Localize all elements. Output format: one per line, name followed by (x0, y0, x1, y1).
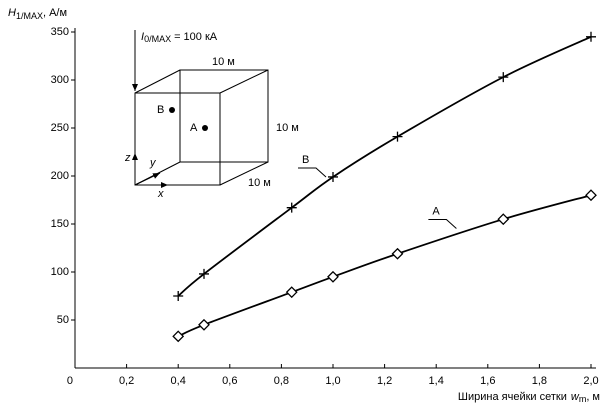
marker (391, 247, 404, 260)
x-tick-label: 1,6 (480, 375, 495, 387)
inset-cube (134, 69, 269, 186)
x-tick-label: 0 (67, 375, 73, 387)
x-tick-label: 0,8 (274, 375, 289, 387)
inset-current: I0/MAX = 100 кА (141, 31, 218, 44)
marker (172, 330, 185, 343)
y-axis-label: H1/MAX, А/м (8, 7, 67, 21)
x-tick-label: 1,2 (377, 375, 392, 387)
marker (497, 213, 510, 226)
inset-point-label: B (157, 104, 164, 116)
inset-dimension: 10 м (212, 56, 235, 68)
x-tick-label: 1,4 (429, 375, 444, 387)
inset-point (202, 125, 208, 131)
y-tick-label: 350 (51, 26, 69, 38)
marker (328, 171, 338, 182)
marker (392, 131, 403, 142)
x-tick-label: 0,6 (222, 375, 237, 387)
series-label: A (432, 205, 440, 217)
x-tick-label: 1,8 (532, 375, 547, 387)
inset-point-label: A (190, 122, 198, 134)
label-leader (428, 218, 457, 229)
marker (585, 189, 597, 202)
axis-arrow (134, 172, 161, 186)
label-leader (298, 167, 327, 178)
x-axis-label: Ширина ячейки сетки wm, м (458, 391, 600, 404)
series-line (177, 194, 592, 338)
y-tick-label: 100 (51, 266, 69, 278)
marker (327, 270, 339, 283)
marker (198, 318, 210, 331)
x-tick-label: 2,0 (583, 375, 598, 387)
series-line (177, 35, 592, 297)
inset-axis-label: z (124, 152, 131, 164)
inset-axis-label: x (157, 188, 164, 200)
y-tick-label: 150 (51, 218, 69, 230)
marker (498, 72, 509, 83)
inset-point (169, 107, 175, 113)
series-label: B (302, 154, 309, 166)
inset-dimension: 10 м (276, 122, 299, 134)
x-tick-label: 1,0 (325, 375, 340, 387)
x-tick-label: 0,4 (171, 375, 186, 387)
y-tick-label: 250 (51, 122, 69, 134)
marker (286, 202, 297, 213)
marker (199, 268, 209, 279)
inset-axis-label: y (149, 157, 157, 169)
y-tick-label: 50 (57, 314, 69, 326)
marker (285, 286, 298, 299)
y-tick-label: 200 (51, 170, 69, 182)
y-tick-label: 300 (51, 74, 69, 86)
marker (173, 291, 184, 301)
marker (586, 31, 596, 42)
inset-dimension: 10 м (248, 177, 271, 189)
x-tick-label: 0,2 (119, 375, 134, 387)
